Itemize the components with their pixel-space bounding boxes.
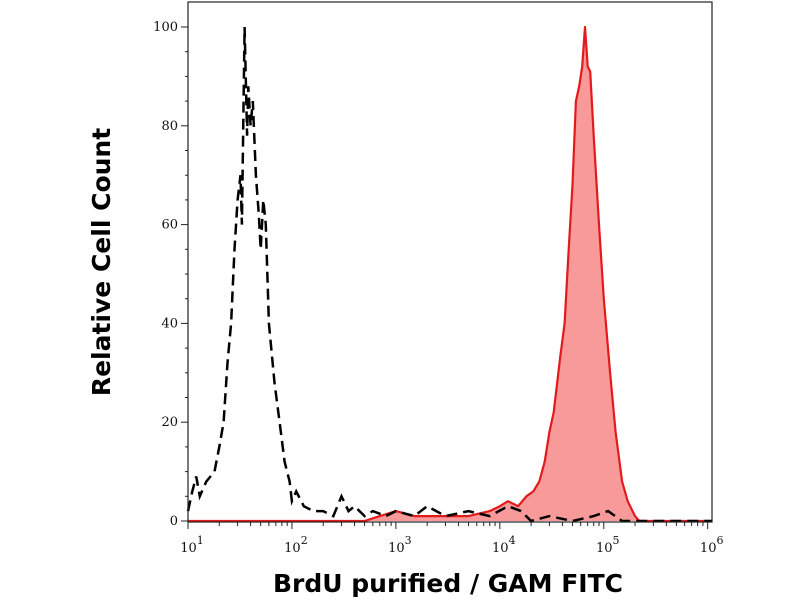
stained-histogram-fill <box>188 27 712 521</box>
x-tick-base: 10 <box>388 541 405 556</box>
y-tick-label: 40 <box>161 316 178 331</box>
x-axis-title: BrdU purified / GAM FITC <box>273 569 623 598</box>
y-tick-label: 80 <box>161 119 178 134</box>
x-tick-base: 10 <box>492 541 509 556</box>
x-axis-ticks <box>187 522 709 529</box>
control-histogram-line <box>186 26 712 523</box>
x-tick-base: 10 <box>284 541 301 556</box>
y-axis-ticks <box>181 26 188 522</box>
x-tick-label: 103 <box>388 534 412 556</box>
y-tick-label: 60 <box>161 218 178 233</box>
x-tick-exponent: 3 <box>405 534 412 547</box>
y-tick-label: 20 <box>161 415 178 430</box>
x-tick-base: 10 <box>180 541 197 556</box>
x-tick-label: 105 <box>596 534 620 556</box>
series-layer <box>186 25 712 523</box>
x-tick-exponent: 1 <box>197 534 204 547</box>
x-tick-exponent: 6 <box>716 534 723 547</box>
x-tick-exponent: 2 <box>301 534 308 547</box>
plot-frame <box>187 1 713 523</box>
x-tick-label: 106 <box>700 534 724 556</box>
y-tick-label: 100 <box>153 20 178 35</box>
x-tick-label: 102 <box>284 534 308 556</box>
y-axis-title: Relative Cell Count <box>87 128 116 396</box>
x-tick-base: 10 <box>596 541 613 556</box>
x-tick-exponent: 4 <box>509 534 516 547</box>
y-axis-tick-labels: 0 20 40 60 80 100 <box>153 20 178 529</box>
y-tick-label: 0 <box>170 514 178 529</box>
x-tick-base: 10 <box>700 541 717 556</box>
x-tick-label: 104 <box>492 534 516 556</box>
x-tick-exponent: 5 <box>613 534 620 547</box>
x-tick-label: 101 <box>180 534 204 556</box>
